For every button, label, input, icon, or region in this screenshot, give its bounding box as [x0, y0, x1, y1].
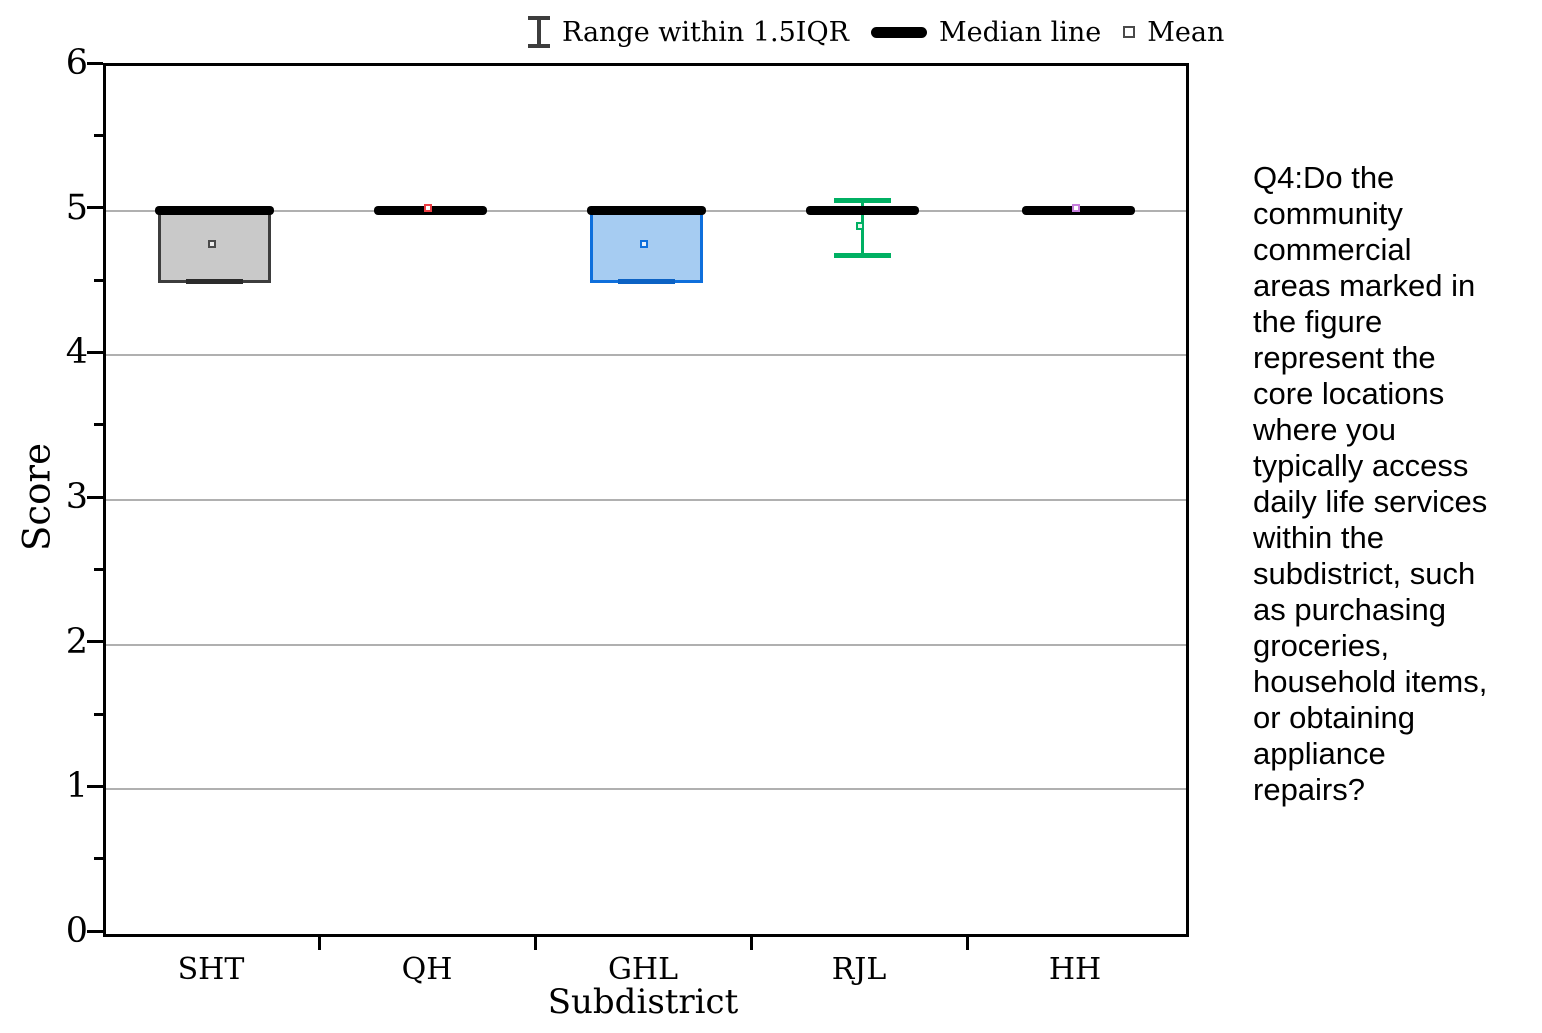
median-line-icon	[870, 26, 927, 38]
x-tick-label: RJL	[831, 952, 887, 987]
y-axis-title: Score	[15, 443, 59, 551]
error-bar-icon	[528, 16, 550, 48]
y-tick-label: 5	[65, 187, 88, 228]
x-tick	[965, 934, 969, 950]
error-bar-stem	[537, 16, 541, 48]
legend-item: Mean	[1123, 17, 1224, 48]
legend-item-label: Mean	[1147, 16, 1225, 48]
y-minor-tick	[94, 278, 103, 282]
median-line	[586, 206, 706, 216]
mean-marker-icon	[1123, 26, 1136, 38]
y-minor-tick	[94, 133, 103, 137]
y-minor-tick	[94, 567, 103, 571]
x-tick	[317, 934, 321, 950]
whisker-cap	[833, 198, 891, 204]
whisker-cap	[833, 253, 891, 258]
mean-marker	[207, 240, 216, 249]
x-tick-label: QH	[401, 952, 453, 987]
median-line	[154, 206, 274, 216]
y-major-tick	[87, 929, 103, 933]
whisker-cap	[185, 279, 243, 285]
x-tick-label: GHL	[607, 952, 679, 987]
y-tick-label: 4	[65, 332, 88, 373]
question-text: Q4:Do the community commercial areas mar…	[1253, 160, 1488, 807]
error-bar-cap	[528, 44, 550, 48]
legend-item: Range within 1.5IQR	[528, 16, 849, 48]
plot-area	[103, 63, 1189, 937]
mean-marker	[1071, 204, 1080, 213]
y-tick-label: 2	[65, 621, 88, 662]
y-major-tick	[87, 495, 103, 499]
y-minor-tick	[94, 712, 103, 716]
x-tick	[533, 934, 537, 950]
gridline	[106, 499, 1186, 501]
y-minor-tick	[94, 423, 103, 427]
x-tick-label: SHT	[177, 952, 245, 987]
gridline	[106, 643, 1186, 646]
whisker-cap	[617, 279, 675, 285]
y-tick-label: 3	[65, 477, 88, 517]
legend-item: Median line	[870, 16, 1102, 48]
y-major-tick	[87, 206, 103, 210]
median-line	[805, 206, 919, 216]
y-major-tick	[87, 640, 103, 644]
legend-item-label: Median line	[938, 16, 1102, 48]
y-major-tick	[87, 350, 103, 354]
x-tick	[749, 934, 753, 950]
y-tick-label: 0	[65, 911, 88, 951]
mean-marker	[855, 221, 864, 230]
x-tick-label: HH	[1048, 952, 1102, 987]
y-minor-tick	[94, 857, 103, 861]
y-tick-label: 1	[65, 766, 88, 807]
chart-legend: Range within 1.5IQR Median line Mean	[528, 10, 1224, 54]
y-major-tick	[87, 61, 103, 65]
y-tick-label: 6	[65, 43, 88, 83]
y-major-tick	[87, 784, 103, 788]
mean-marker	[639, 240, 648, 249]
x-axis-title: Subdistrict	[547, 982, 739, 1022]
mean-marker	[423, 204, 432, 213]
gridline	[106, 788, 1186, 791]
legend-item-label: Range within 1.5IQR	[562, 16, 849, 48]
gridline	[106, 354, 1186, 357]
